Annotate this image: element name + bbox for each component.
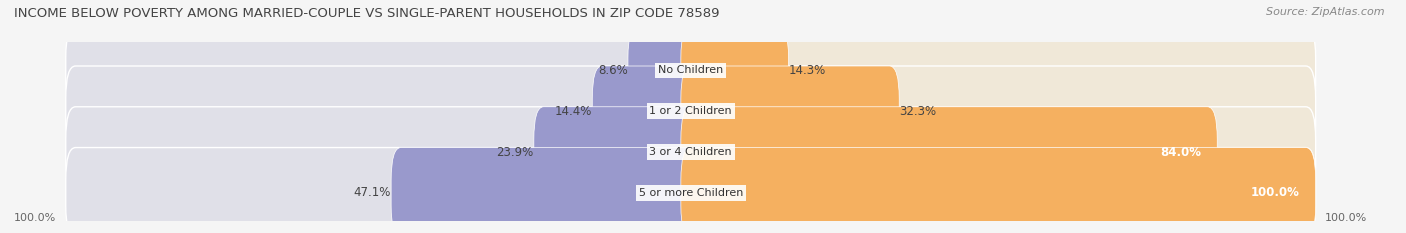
Text: INCOME BELOW POVERTY AMONG MARRIED-COUPLE VS SINGLE-PARENT HOUSEHOLDS IN ZIP COD: INCOME BELOW POVERTY AMONG MARRIED-COUPL… (14, 7, 720, 20)
Text: 14.3%: 14.3% (789, 64, 825, 77)
Text: 84.0%: 84.0% (1160, 146, 1201, 158)
FancyBboxPatch shape (66, 147, 700, 233)
FancyBboxPatch shape (628, 25, 700, 116)
FancyBboxPatch shape (681, 66, 900, 157)
Text: 47.1%: 47.1% (354, 186, 391, 199)
Text: 14.4%: 14.4% (555, 105, 592, 118)
FancyBboxPatch shape (681, 25, 789, 116)
Text: 100.0%: 100.0% (1324, 213, 1367, 223)
FancyBboxPatch shape (681, 25, 1316, 116)
Text: 23.9%: 23.9% (496, 146, 534, 158)
FancyBboxPatch shape (592, 66, 700, 157)
FancyBboxPatch shape (681, 107, 1316, 197)
FancyBboxPatch shape (66, 25, 700, 116)
Text: 32.3%: 32.3% (900, 105, 936, 118)
FancyBboxPatch shape (534, 107, 700, 197)
FancyBboxPatch shape (66, 107, 700, 197)
FancyBboxPatch shape (681, 107, 1218, 197)
Text: No Children: No Children (658, 65, 723, 75)
FancyBboxPatch shape (681, 66, 1316, 157)
Text: 100.0%: 100.0% (14, 213, 56, 223)
FancyBboxPatch shape (66, 66, 700, 157)
FancyBboxPatch shape (681, 147, 1316, 233)
Text: 5 or more Children: 5 or more Children (638, 188, 742, 198)
Text: Source: ZipAtlas.com: Source: ZipAtlas.com (1267, 7, 1385, 17)
Text: 100.0%: 100.0% (1251, 186, 1299, 199)
FancyBboxPatch shape (681, 147, 1316, 233)
Text: 1 or 2 Children: 1 or 2 Children (650, 106, 733, 116)
Text: 3 or 4 Children: 3 or 4 Children (650, 147, 733, 157)
FancyBboxPatch shape (391, 147, 700, 233)
Text: 8.6%: 8.6% (598, 64, 628, 77)
